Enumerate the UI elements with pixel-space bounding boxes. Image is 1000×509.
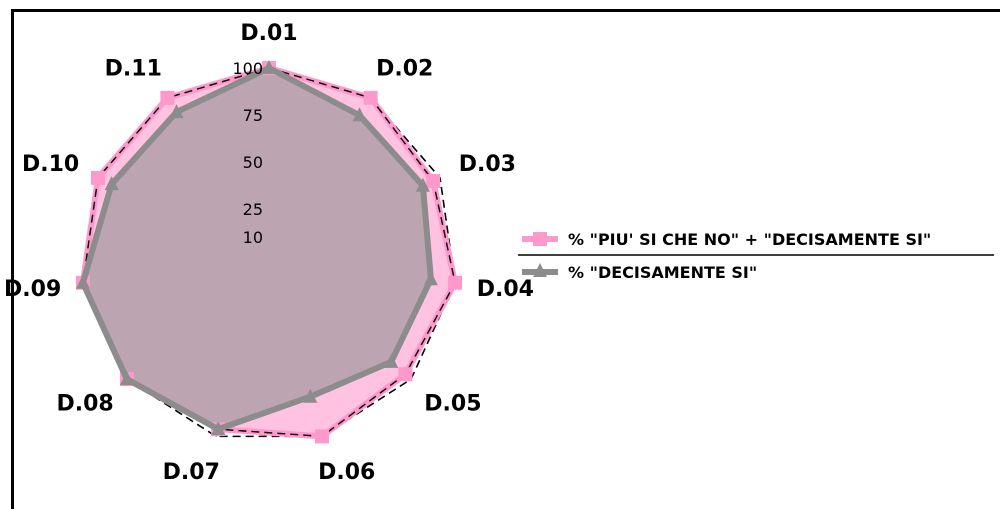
legend: % "PIU' SI CHE NO" + "DECISAMENTE SI" % "…	[518, 230, 994, 282]
rtick-label: 75	[243, 106, 263, 125]
series-2-point-D.05	[384, 353, 399, 368]
series-1-point-D.04	[448, 275, 463, 290]
rtick-label: 10	[243, 228, 263, 247]
category-label-D.05: D.05	[424, 392, 481, 417]
radial-tick-labels: 10 25 50 75 100	[232, 59, 263, 247]
category-label-D.04: D.04	[477, 277, 534, 302]
category-label-D.01: D.01	[240, 21, 297, 46]
series-1-point-D.11	[160, 90, 175, 105]
series-2-point-D.06	[303, 388, 318, 403]
legend-marker-1	[533, 232, 547, 246]
legend-label-2: % "DECISAMENTE SI"	[568, 263, 757, 282]
category-label-D.03: D.03	[459, 152, 516, 177]
series-2-point-D.04	[423, 271, 438, 286]
series-2-point-D.03	[415, 177, 430, 192]
series-2-point-D.08	[119, 371, 134, 386]
series-2-area	[82, 68, 431, 430]
rtick-label: 100	[232, 59, 263, 78]
series-1-point-D.10	[90, 170, 105, 185]
category-label-D.11: D.11	[105, 57, 162, 82]
series-1-point-D.05	[398, 367, 413, 382]
series-2-point-D.02	[352, 107, 367, 122]
series-1-outline	[82, 67, 456, 438]
series-1-point-D.02	[363, 90, 378, 105]
legend-marker-2	[533, 263, 547, 277]
series-2-point-D.10	[104, 176, 119, 191]
category-label-D.09: D.09	[4, 277, 61, 302]
chart-area: 10 25 50 75 100 D.01 D.02 D.03 D.04 D.05 D.06 D.07…	[4, 9, 1000, 509]
series-1-point-D.03	[426, 174, 441, 189]
series-2-line	[79, 65, 434, 433]
category-label-D.06: D.06	[318, 460, 375, 485]
series-2-point-D.01	[262, 60, 276, 74]
series-2-point-D.09	[75, 274, 90, 289]
legend-label-1: % "PIU' SI CHE NO" + "DECISAMENTE SI"	[568, 230, 931, 249]
radar-chart: 10 25 50 75 100 D.01 D.02 D.03 D.04 D.05 D.06 D.07…	[4, 21, 994, 485]
category-label-D.08: D.08	[56, 392, 113, 417]
rtick-label: 50	[243, 153, 263, 172]
series-2-point-D.11	[169, 104, 184, 119]
series-2-point-D.07	[211, 421, 226, 436]
radar-series	[75, 60, 463, 444]
axes-frame	[11, 9, 1000, 509]
series-1-point-D.06	[314, 429, 329, 444]
rtick-label: 25	[243, 200, 263, 219]
category-label-D.02: D.02	[376, 57, 433, 82]
category-label-D.10: D.10	[22, 152, 79, 177]
category-label-D.07: D.07	[163, 460, 220, 485]
category-labels: D.01 D.02 D.03 D.04 D.05 D.06 D.07 D.08 D.09 D.10…	[4, 21, 534, 485]
